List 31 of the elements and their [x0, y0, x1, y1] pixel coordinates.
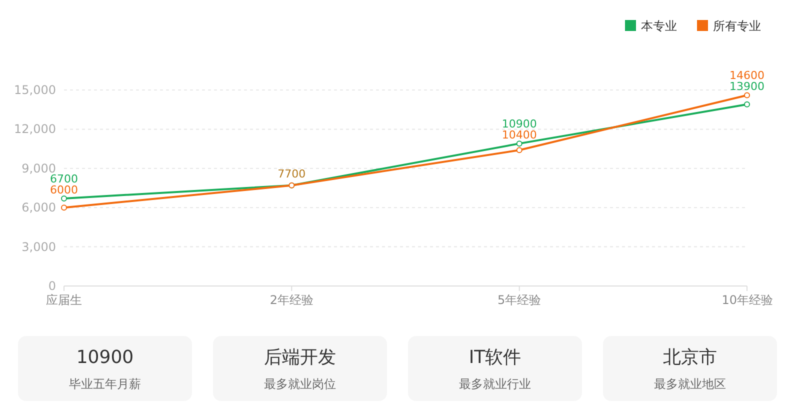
data-label: 7700	[278, 167, 306, 180]
point	[61, 195, 67, 202]
data-label: 14600	[730, 69, 764, 82]
text: 毕业五年月薪	[68, 376, 142, 393]
text: 最多就业行业	[458, 376, 532, 393]
y-tick-label: 0	[48, 279, 56, 293]
x-tick-label: 10年经验	[722, 293, 773, 307]
y-tick-label: 12,000	[14, 122, 56, 136]
point	[744, 101, 750, 108]
data-label: 13900	[730, 80, 764, 94]
point	[516, 140, 522, 147]
text: 北京市	[662, 346, 718, 370]
point	[516, 147, 522, 154]
text: 后端开发	[263, 346, 337, 370]
text: 最多就业地区	[653, 376, 727, 393]
point	[61, 204, 67, 211]
point	[744, 92, 750, 98]
y-tick-label: 3,000	[22, 240, 56, 254]
y-tick-label: 15,000	[14, 83, 56, 97]
x-tick-label: 5年经验	[498, 293, 542, 307]
text: IT软件	[468, 346, 522, 370]
legend-label: 本专业	[641, 19, 677, 33]
text: 10900	[75, 346, 135, 370]
x-tick-label: 应届生	[46, 293, 82, 307]
data-label: 10900	[502, 118, 537, 131]
legend-label: 所有专业	[713, 19, 761, 33]
y-tick-label: 6,000	[22, 200, 56, 215]
text: 最多就业岗位	[263, 376, 337, 393]
data-label: 10400	[502, 128, 537, 142]
x-tick-label: 2年经验	[270, 293, 314, 307]
data-label: 6000	[50, 183, 78, 196]
